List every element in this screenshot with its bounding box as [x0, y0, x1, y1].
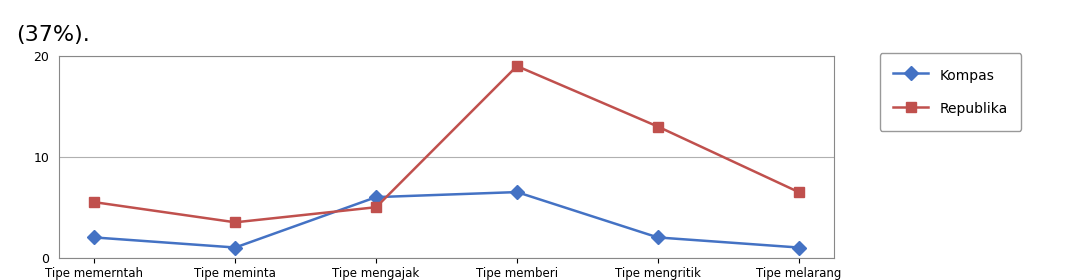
Kompas: [651, 236, 664, 239]
Kompas: [370, 195, 383, 199]
Kompas: [88, 236, 101, 239]
Republika: [229, 221, 242, 224]
Republika: [510, 64, 523, 68]
Line: Kompas: Kompas: [89, 187, 804, 252]
Republika: [651, 125, 664, 128]
Text: (37%).: (37%).: [16, 25, 90, 45]
Kompas: [792, 246, 805, 249]
Line: Republika: Republika: [89, 61, 804, 227]
Republika: [370, 206, 383, 209]
Legend: Kompas, Republika: Kompas, Republika: [879, 53, 1021, 131]
Kompas: [510, 190, 523, 194]
Kompas: [229, 246, 242, 249]
Republika: [88, 200, 101, 204]
Republika: [792, 190, 805, 194]
